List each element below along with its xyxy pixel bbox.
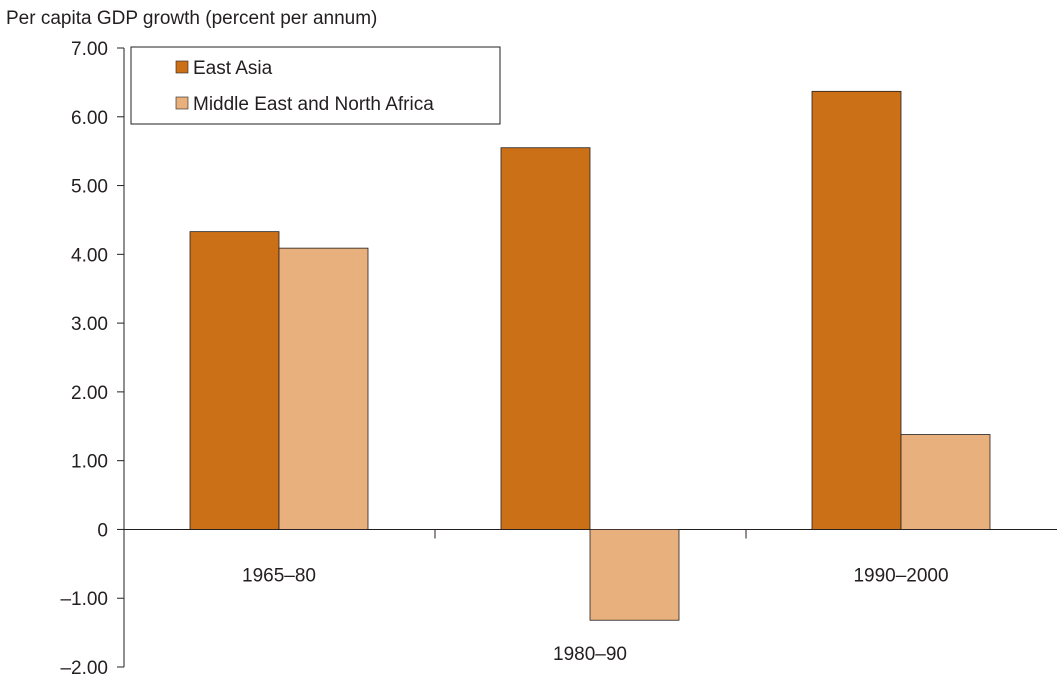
y-tick-label: 2.00 [71,383,108,404]
bar [500,147,591,530]
bar [811,90,902,530]
y-tick-label: 5.00 [71,177,108,198]
legend-box [130,46,501,125]
y-tick-label: –1.00 [60,589,108,610]
legend-swatch-east-asia [175,60,189,74]
legend-swatch-mena [175,96,189,110]
y-tick-label: 0 [97,520,108,541]
bar [900,434,991,530]
y-tick-label: –2.00 [60,658,108,679]
y-tick-label: 1.00 [71,452,108,473]
bar [589,529,680,621]
axes: 7.00 6.00 5.00 4.00 3.00 2.00 1.00 0 –1.00 –2.00 1… [60,39,1057,679]
x-category-label: 1980–90 [553,644,627,665]
x-category-label: 1965–80 [242,565,316,586]
y-tick-label: 6.00 [71,108,108,129]
bar [189,231,280,530]
legend-label-mena: Middle East and North Africa [193,94,434,115]
y-tick-label: 7.00 [71,39,108,60]
y-tick-label: 4.00 [71,245,108,266]
bar [278,247,369,530]
legend: East Asia Middle East and North Africa [130,46,501,125]
legend-label-east-asia: East Asia [193,58,273,79]
bars [189,90,991,621]
x-category-label: 1990–2000 [853,565,948,586]
chart-title: Per capita GDP growth (percent per annum… [6,8,377,29]
y-tick-label: 3.00 [71,314,108,335]
